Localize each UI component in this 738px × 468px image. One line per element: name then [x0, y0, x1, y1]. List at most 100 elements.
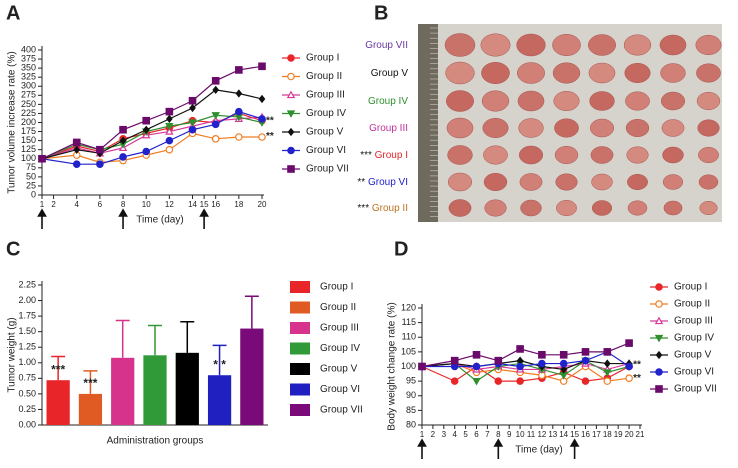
series-line: [41, 132, 262, 163]
tumor: [590, 118, 614, 138]
x-axis-label: Time (day): [136, 215, 183, 226]
y-tick-label: 0.75: [18, 373, 36, 383]
tumor: [695, 35, 722, 55]
marker: [472, 377, 481, 386]
x-tick-label: 9: [507, 430, 512, 439]
y-axis-label: Tumor weight (g): [7, 317, 18, 392]
annotation: **: [266, 115, 274, 126]
series-line: [41, 110, 263, 165]
x-tick-label: 3: [442, 430, 447, 439]
legend-marker: [655, 368, 663, 376]
legend-label: Group I: [674, 282, 707, 293]
tumor: [444, 33, 476, 57]
legend-label: Group I: [320, 282, 353, 293]
marker: [450, 356, 459, 365]
legend-label: Group V: [674, 350, 712, 361]
y-tick-label: 400: [21, 44, 36, 54]
marker: [516, 377, 524, 385]
x-tick-label: 4: [452, 430, 457, 439]
y-tick-label: 25: [26, 180, 36, 190]
series-line: [421, 365, 630, 382]
y-tick-label: 2.00: [18, 295, 36, 305]
legend-label: Group II: [674, 299, 710, 310]
marker: [73, 145, 81, 154]
series-line: [41, 114, 263, 160]
legend-swatch: [290, 363, 310, 375]
tumor: [699, 201, 718, 215]
x-tick-label: 7: [485, 430, 490, 439]
marker: [625, 339, 633, 347]
marker: [603, 369, 612, 377]
x-tick-label: 6: [98, 200, 103, 209]
legend-marker: [654, 316, 664, 325]
tumor: [624, 63, 651, 83]
marker: [538, 351, 546, 359]
tumor: [626, 146, 649, 164]
x-tick-label: 13: [548, 430, 557, 439]
tumor: [627, 200, 648, 216]
marker: [72, 160, 81, 168]
legend-marker: [654, 334, 664, 343]
marker: [165, 136, 174, 145]
legend-marker: [655, 350, 663, 360]
tumor: [662, 174, 684, 190]
y-tick-label: 1.25: [18, 342, 36, 352]
tumor: [481, 90, 510, 112]
annotation: ***: [83, 376, 97, 390]
error-bar: [83, 370, 98, 394]
marker: [96, 160, 104, 168]
x-tick-label: 4: [75, 200, 80, 209]
marker: [235, 107, 243, 116]
tumor: [696, 92, 721, 110]
arrow: [569, 438, 580, 459]
x-tick-label: 2: [51, 200, 56, 209]
ruler: [418, 24, 438, 222]
y-tick-label: 200: [21, 117, 36, 127]
marker: [516, 362, 524, 371]
row-label: Group V: [371, 68, 409, 79]
marker: [258, 133, 266, 141]
marker: [165, 122, 174, 131]
tumor: [588, 34, 616, 56]
y-tick-label: 75: [26, 162, 36, 172]
row-group: Group V: [371, 68, 409, 79]
marker: [96, 145, 104, 154]
marker: [472, 362, 481, 371]
marker: [418, 362, 426, 371]
y-tick-label: 225: [21, 108, 36, 118]
marker: [142, 116, 151, 125]
tumor: [554, 118, 579, 138]
tumor: [660, 63, 686, 83]
marker: [603, 359, 611, 368]
tumor: [696, 63, 721, 83]
legend-marker: [655, 300, 663, 308]
y-tick-label: 80: [406, 419, 416, 429]
panel-label: C: [6, 238, 20, 260]
tumor: [517, 62, 545, 84]
y-tick-label: 1.00: [18, 357, 36, 367]
tumor: [445, 61, 475, 85]
y-tick-label: 125: [21, 144, 36, 154]
marker: [119, 125, 127, 134]
legend-label: Group V: [306, 127, 344, 138]
legend-label: Group II: [306, 71, 342, 82]
y-tick-label: 110: [402, 332, 416, 342]
tumor: [448, 199, 472, 217]
y-tick-label: 1.50: [18, 326, 36, 336]
row-group: Group IV: [368, 96, 408, 107]
tumor: [663, 200, 683, 216]
marker: [211, 77, 220, 85]
y-tick-label: 1.75: [18, 310, 36, 320]
bar: [240, 328, 264, 425]
y-tick-label: 0.25: [18, 404, 36, 414]
tumor: [661, 119, 685, 137]
annotation: * *: [213, 357, 226, 371]
bar: [78, 393, 103, 425]
marker: [494, 377, 503, 385]
x-tick-label: 1: [420, 430, 425, 439]
y-tick-label: 120: [401, 302, 416, 312]
marker: [581, 356, 590, 365]
legend-swatch: [290, 281, 310, 293]
legend-marker: [655, 283, 663, 291]
legend-swatch: [290, 404, 310, 416]
